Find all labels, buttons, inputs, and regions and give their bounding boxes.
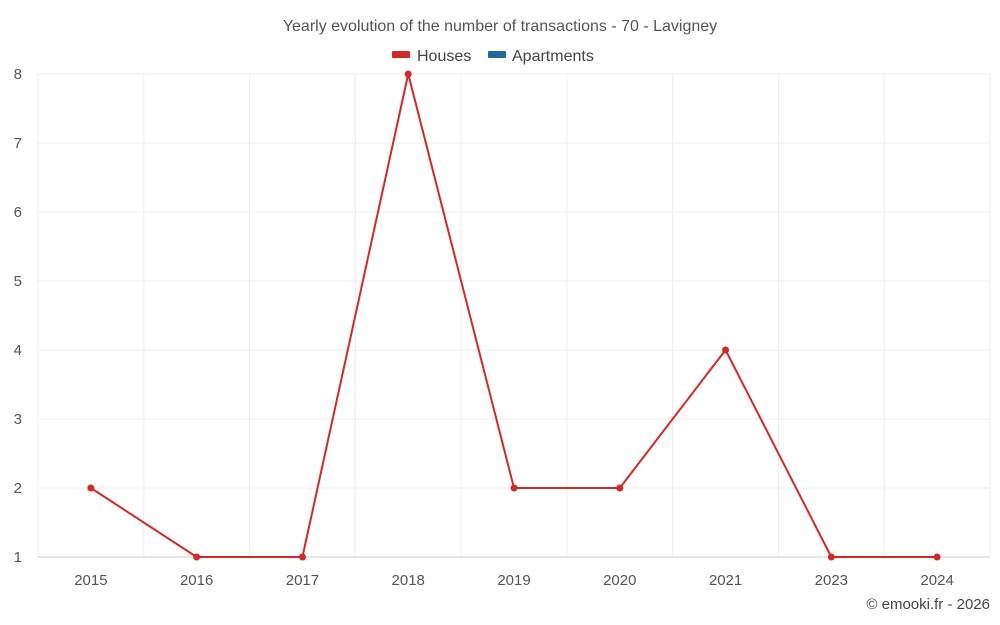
y-axis: 1 2 3 4 5 6 7 8 <box>14 66 22 566</box>
x-tick-label: 2019 <box>497 572 530 589</box>
data-point[interactable] <box>722 346 730 354</box>
grid <box>37 73 991 558</box>
x-tick-label: 2020 <box>603 572 636 589</box>
y-tick-label: 6 <box>14 204 22 221</box>
x-tick-label: 2021 <box>709 572 742 589</box>
data-point[interactable] <box>298 553 306 561</box>
data-point[interactable] <box>616 484 624 492</box>
x-axis: 2015 2016 2017 2018 2019 2020 2021 2023 2024 <box>74 572 954 589</box>
data-point[interactable] <box>827 553 835 561</box>
y-tick-label: 3 <box>14 411 22 428</box>
data-point[interactable] <box>193 553 201 561</box>
y-tick-label: 5 <box>14 273 22 290</box>
x-tick-label: 2016 <box>180 572 213 589</box>
y-tick-label: 7 <box>14 135 22 152</box>
x-tick-label: 2024 <box>920 572 953 589</box>
x-tick-label: 2017 <box>286 572 319 589</box>
series-layer <box>87 70 941 561</box>
x-tick-label: 2023 <box>815 572 848 589</box>
data-point[interactable] <box>933 553 941 561</box>
chart-title: Yearly evolution of the number of transa… <box>283 18 717 35</box>
y-tick-label: 1 <box>14 549 22 566</box>
x-tick-label: 2015 <box>74 572 107 589</box>
legend-label-apartments[interactable]: Apartments <box>512 48 594 65</box>
y-tick-label: 2 <box>14 480 22 497</box>
data-point[interactable] <box>87 484 95 492</box>
y-tick-label: 4 <box>14 342 22 359</box>
legend-swatch-apartments <box>488 51 506 58</box>
legend[interactable]: Houses Apartments <box>392 48 594 65</box>
x-tick-label: 2018 <box>392 572 425 589</box>
credit-text: © emooki.fr - 2026 <box>866 596 990 613</box>
legend-swatch-houses <box>392 51 410 58</box>
data-point[interactable] <box>510 484 518 492</box>
data-point[interactable] <box>404 70 412 78</box>
y-tick-label: 8 <box>14 66 22 83</box>
legend-label-houses[interactable]: Houses <box>417 48 471 65</box>
